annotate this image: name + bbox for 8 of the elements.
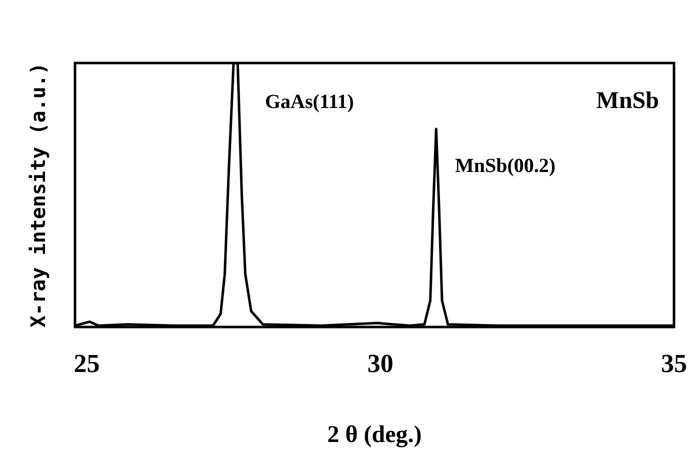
annotation: MnSb(00.2): [455, 155, 556, 177]
x-tick-label: 35: [661, 349, 687, 378]
x-tick-label: 25: [74, 349, 100, 378]
annotation: GaAs(111): [265, 91, 354, 113]
annotation: MnSb: [596, 88, 659, 114]
x-axis-title: 2 θ (deg.): [327, 422, 422, 448]
y-axis-title: X-ray intensity (a.u.): [26, 62, 50, 328]
x-tick-label: 30: [367, 349, 394, 378]
